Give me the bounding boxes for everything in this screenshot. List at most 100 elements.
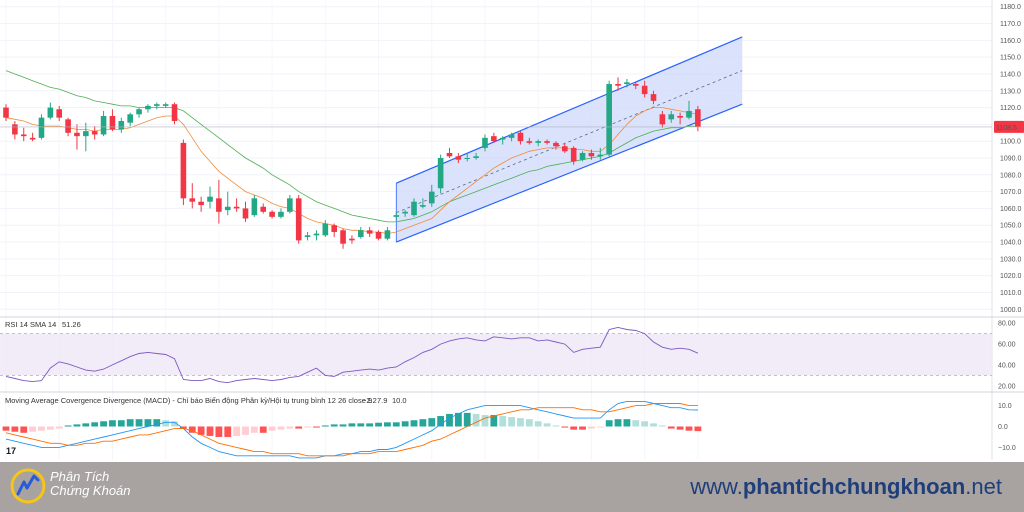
candle-up — [304, 235, 311, 237]
channel-middle-line — [396, 70, 743, 213]
candle-down — [3, 107, 9, 118]
candle-down — [331, 225, 337, 232]
macd-histogram-bar — [153, 419, 161, 427]
macd-histogram-bar — [605, 420, 613, 427]
candle-up — [508, 134, 515, 138]
macd-histogram-bar — [508, 417, 515, 427]
macd-histogram-bar — [224, 426, 232, 437]
macd-histogram-bar — [694, 426, 702, 432]
rsi-tick-label: 40.00 — [998, 362, 1016, 369]
macd-histogram-bar — [46, 426, 54, 430]
candle-down — [659, 114, 666, 125]
macd-histogram-bar — [446, 413, 453, 427]
candle-up — [358, 230, 364, 237]
macd-histogram-bar — [38, 426, 45, 431]
price-tick-label: 1120.0 — [1000, 105, 1021, 112]
macd-histogram-bar — [180, 426, 187, 429]
macd-histogram-bar — [304, 426, 311, 428]
macd-histogram-bar — [330, 424, 338, 427]
macd-histogram-bar — [650, 423, 657, 427]
macd-histogram-bar — [632, 420, 640, 427]
candle-up — [606, 84, 612, 155]
macd-histogram-bar — [286, 426, 294, 429]
candle-up — [420, 205, 426, 207]
candle-up — [278, 211, 284, 217]
candle-down — [491, 136, 497, 142]
candle-up — [686, 110, 692, 118]
macd-histogram-bar — [392, 422, 400, 427]
price-tick-label: 1170.0 — [1000, 21, 1021, 28]
price-tick-label: 1020.0 — [1000, 273, 1022, 280]
candle-up — [136, 109, 142, 115]
candle-down — [615, 84, 621, 86]
macd-histogram-bar — [339, 424, 347, 427]
candle-down — [553, 142, 559, 147]
macd-histogram-bar — [401, 421, 409, 427]
macd-histogram-bar — [534, 421, 542, 427]
candle-up — [38, 117, 45, 138]
brand-name-line1: Phân Tích — [50, 469, 110, 484]
site-url-main: phantichchungkhoan — [742, 474, 966, 499]
price-tick-label: 1150.0 — [1000, 55, 1021, 62]
candle-down — [74, 132, 80, 137]
macd-histogram-bar — [109, 420, 116, 427]
price-tick-label: 1030.0 — [1000, 256, 1022, 263]
macd-histogram-bar — [55, 426, 63, 429]
candle-up — [384, 230, 391, 239]
macd-histogram-bar — [685, 426, 693, 431]
candle-down — [171, 104, 178, 122]
macd-legend-label: Moving Average Covergence Divergence (MA… — [5, 396, 372, 405]
macd-histogram-bar — [82, 423, 90, 427]
macd-histogram-bar — [11, 426, 19, 432]
candle-down — [349, 238, 355, 241]
candle-up — [579, 152, 586, 160]
rsi-line — [5, 326, 699, 384]
candle-up — [402, 211, 408, 214]
price-tick-label: 1040.0 — [1000, 240, 1022, 247]
candle-down — [562, 146, 568, 152]
candle-up — [127, 114, 133, 123]
macd-value-label: −2.2 — [362, 396, 377, 405]
macd-tick-label: 10.0 — [998, 403, 1012, 410]
candle-down — [544, 141, 550, 143]
candle-up — [411, 201, 417, 216]
macd-histogram-bar — [481, 414, 489, 427]
macd-histogram-bar — [384, 422, 391, 427]
macd-histogram-bar — [437, 416, 445, 427]
macd-histogram-bar — [259, 426, 267, 433]
candle-up — [428, 191, 435, 204]
site-url-link[interactable]: www.phantichchungkhoan.net — [690, 474, 1002, 500]
candle-up — [668, 114, 675, 120]
candle-down — [641, 85, 648, 95]
price-tick-label: 1080.0 — [1000, 172, 1022, 179]
candle-up — [153, 104, 160, 106]
candle-down — [340, 230, 346, 244]
candle-up — [437, 158, 444, 189]
macd-histogram-bar — [614, 419, 622, 427]
macd-histogram-bar — [171, 421, 178, 427]
macd-histogram-bar — [233, 426, 241, 436]
tradingview-logo: 17 — [6, 446, 17, 456]
candle-down — [29, 137, 36, 140]
candle-down — [526, 141, 533, 143]
macd-histogram-bar — [2, 426, 10, 431]
macd-value-label: 7.9 — [377, 396, 387, 405]
candle-down — [677, 115, 683, 118]
candle-down — [233, 206, 240, 209]
candle-down — [695, 109, 701, 127]
macd-histogram-bar — [552, 425, 560, 427]
macd-histogram-bar — [641, 421, 649, 427]
brand-footer — [0, 462, 1024, 512]
candle-down — [189, 198, 196, 202]
macd-histogram-bar — [242, 426, 249, 435]
candle-up — [464, 158, 471, 159]
macd-histogram-bar — [250, 426, 258, 433]
macd-signal-line — [5, 403, 698, 457]
macd-histogram-bar — [73, 424, 81, 427]
macd-histogram-bar — [410, 420, 418, 427]
macd-histogram-bar — [206, 426, 214, 436]
macd-histogram-bar — [117, 420, 125, 427]
macd-histogram-bar — [490, 414, 498, 427]
channel-upper-line — [396, 36, 743, 184]
candle-down — [20, 134, 27, 137]
